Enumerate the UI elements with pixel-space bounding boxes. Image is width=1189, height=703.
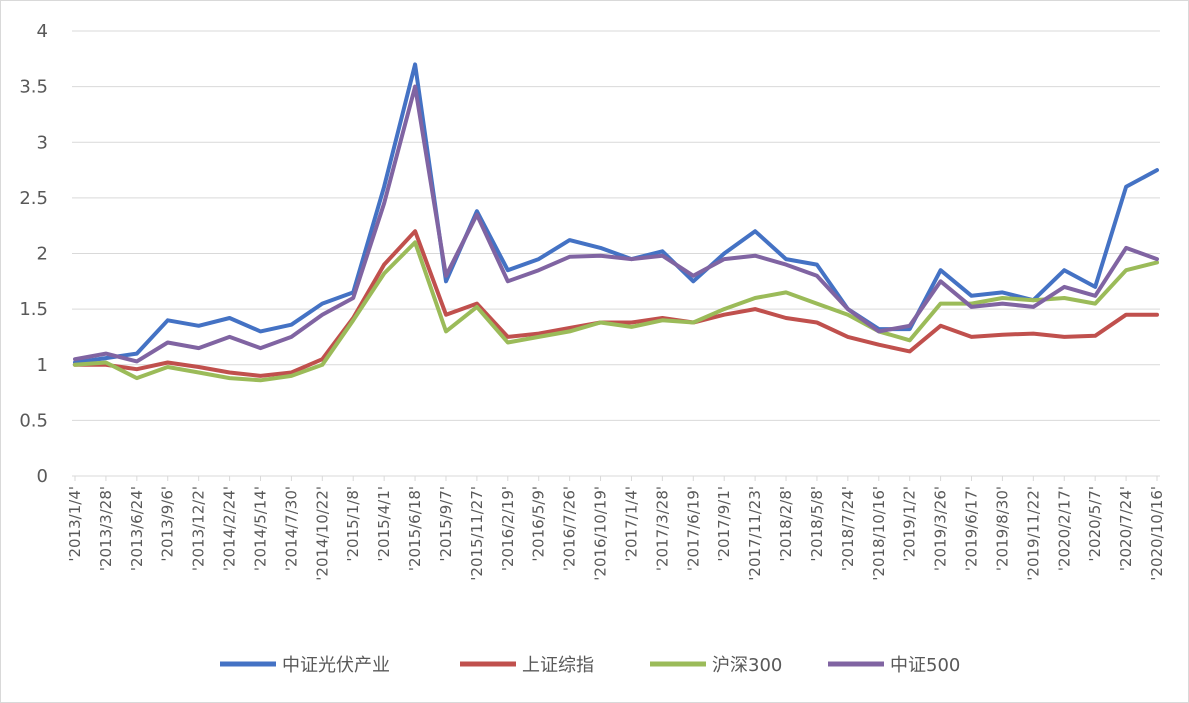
y-tick-label: 3.5 (19, 77, 48, 98)
y-axis: 0 0.5 1 1.5 2 2.5 3 3.5 4 (19, 21, 48, 487)
series-line-3 (73, 84, 1159, 364)
legend-label: 中证500 (890, 655, 960, 676)
y-tick-label: 4 (37, 21, 48, 42)
legend-label: 中证光伏产业 (282, 655, 390, 676)
x-tick-label: '2013/3/28' (97, 486, 115, 571)
x-tick-label: '2017/6/19' (684, 486, 702, 571)
x-tick-label: '2015/9/7' (437, 486, 455, 562)
legend-item-1: 上证综指 (460, 655, 594, 676)
x-tick-label: '2018/7/24' (839, 486, 857, 571)
x-tick-label: '2015/6/18' (406, 486, 424, 571)
y-tick-label: 3 (37, 132, 48, 153)
x-tick-label: '2020/5/7' (1086, 486, 1104, 562)
x-tick-label: '2014/2/24' (221, 486, 239, 571)
x-tick-label: '2017/1/4' (622, 486, 640, 562)
series-line-1 (73, 229, 1159, 378)
series-line-2 (73, 240, 1159, 383)
x-tick-label: '2015/11/27' (468, 486, 486, 581)
y-tick-label: 2 (37, 244, 48, 265)
x-tick-label: '2019/3/26' (932, 486, 950, 571)
x-tick-label: '2016/7/26' (561, 486, 579, 571)
legend-label: 沪深300 (712, 655, 782, 676)
x-tick-label: '2020/7/24' (1117, 486, 1135, 571)
x-tick-label: '2013/12/2' (190, 486, 208, 571)
legend-item-0: 中证光伏产业 (220, 655, 390, 676)
legend-label: 上证综指 (522, 655, 594, 676)
series-line-0 (73, 62, 1159, 365)
x-tick-label: '2015/1/8' (344, 486, 362, 562)
x-tick-label: '2013/6/24' (128, 486, 146, 571)
x-tick-label: '2014/5/14' (251, 486, 269, 571)
x-tick-label: '2019/11/22' (1024, 486, 1042, 581)
series-lines (73, 62, 1159, 383)
x-tick-label: '2016/5/9' (530, 486, 548, 562)
x-tick-label: '2016/10/19' (592, 486, 610, 581)
y-tick-label: 1 (37, 355, 48, 376)
x-tick-label: '2015/4/1' (375, 486, 393, 562)
x-tick-label: '2017/11/23' (746, 486, 764, 581)
x-tick-label: '2013/1/4' (66, 486, 84, 562)
x-tick-label: '2019/1/2' (901, 486, 919, 562)
y-tick-label: 2.5 (19, 188, 48, 209)
y-tick-label: 0 (37, 466, 48, 487)
x-tick-label: '2013/9/6' (159, 486, 177, 562)
x-tick-label: '2019/6/17' (963, 486, 981, 571)
x-tick-label: '2020/10/16' (1148, 486, 1166, 581)
x-tick-label: '2019/8/30' (993, 486, 1011, 571)
x-tick-label: '2016/2/19' (499, 486, 517, 571)
x-tick-label: '2017/3/28' (653, 486, 671, 571)
x-tick-label: '2020/2/17' (1055, 486, 1073, 571)
x-tick-label: '2018/10/16' (870, 486, 888, 581)
x-tick-label: '2014/10/22' (313, 486, 331, 581)
gridlines (72, 30, 1160, 477)
legend-item-3: 中证500 (828, 655, 960, 676)
y-tick-label: 0.5 (19, 410, 48, 431)
x-tick-label: '2018/2/8' (777, 486, 795, 562)
x-tick-label: '2018/5/8' (808, 486, 826, 562)
x-tick-label: '2014/7/30' (282, 486, 300, 571)
legend-item-2: 沪深300 (650, 655, 782, 676)
legend: 中证光伏产业 上证综指 沪深300 中证500 (220, 655, 960, 676)
y-tick-label: 1.5 (19, 299, 48, 320)
x-axis: '2013/1/4' '2013/3/28' '2013/6/24' '2013/9/… (66, 476, 1166, 581)
x-tick-label: '2017/9/1' (715, 486, 733, 562)
